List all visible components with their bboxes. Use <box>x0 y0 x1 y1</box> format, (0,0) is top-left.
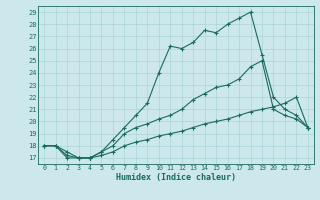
X-axis label: Humidex (Indice chaleur): Humidex (Indice chaleur) <box>116 173 236 182</box>
